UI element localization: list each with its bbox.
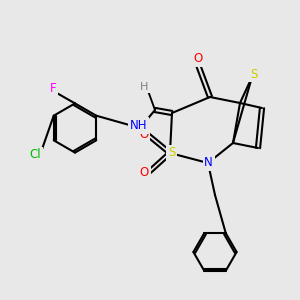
- Text: S: S: [168, 146, 175, 160]
- Text: O: O: [194, 52, 203, 65]
- Text: O: O: [139, 128, 148, 142]
- Text: O: O: [140, 166, 149, 178]
- Text: N: N: [204, 156, 213, 169]
- Text: Cl: Cl: [30, 148, 41, 161]
- Text: S: S: [250, 68, 257, 80]
- Text: H: H: [140, 82, 148, 92]
- Text: F: F: [50, 82, 57, 95]
- Text: NH: NH: [130, 119, 147, 132]
